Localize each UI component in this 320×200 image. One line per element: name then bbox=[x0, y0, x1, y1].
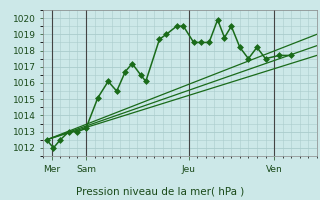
Text: Pression niveau de la mer( hPa ): Pression niveau de la mer( hPa ) bbox=[76, 186, 244, 196]
